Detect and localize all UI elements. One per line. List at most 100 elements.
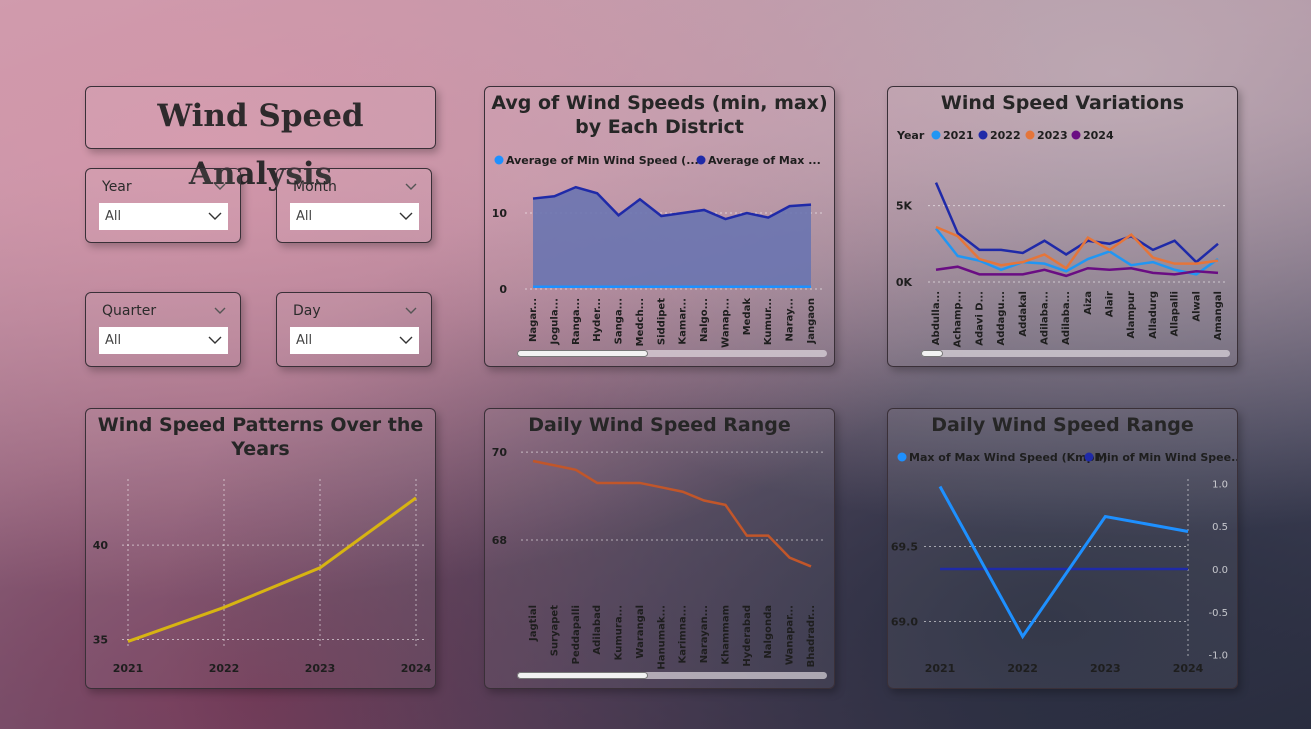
x-tick-label: Wanapar...: [785, 605, 796, 665]
scrollbar-thumb[interactable]: [921, 350, 943, 357]
y-tick-label: 35: [93, 634, 108, 647]
y-tick-label: 0K: [896, 276, 913, 289]
x-tick-label: Jangaon: [806, 298, 817, 344]
legend-label: Average of Min Wind Speed (...: [506, 154, 699, 167]
x-tick-label: Wanap...: [720, 298, 731, 348]
dashboard-title: Wind Speed Analysis: [157, 98, 364, 192]
chart-daily-range-years[interactable]: Daily Wind Speed Range Max of Max Wind S…: [887, 408, 1238, 689]
chevron-down-icon[interactable]: [208, 211, 222, 221]
chart-daily-range-districts[interactable]: Daily Wind Speed Range 68 70 Jagtial Suryap…: [484, 408, 835, 689]
slicer-month[interactable]: Month All: [276, 168, 432, 243]
x-tick-label: 2024: [401, 662, 432, 675]
chart-avg-wind-speeds[interactable]: Avg of Wind Speeds (min, max) by Each Di…: [484, 86, 835, 367]
slicer-quarter[interactable]: Quarter All: [85, 292, 241, 367]
chart-patterns-years[interactable]: Wind Speed Patterns Over the Years 35 40 2…: [85, 408, 436, 689]
x-tick-label: Nagar...: [528, 298, 539, 342]
x-tick-label: Adilaba...: [1061, 291, 1072, 345]
legend-marker: [1025, 130, 1035, 140]
x-tick-label: Medak: [742, 298, 753, 336]
chevron-down-icon[interactable]: [214, 181, 226, 193]
max-series-area: [533, 187, 811, 287]
max-series-line: [938, 485, 1189, 640]
x-tick-label: Medch...: [635, 298, 646, 346]
x-tick-label: Adilabad: [592, 605, 603, 655]
slicer-day[interactable]: Day All: [276, 292, 432, 367]
legend-marker: [978, 130, 988, 140]
scrollbar[interactable]: [921, 350, 1230, 357]
x-tick-label: Nalgonda: [763, 605, 774, 659]
x-tick-label: Suryapet: [549, 605, 560, 656]
x-tick-label: 2022: [209, 662, 240, 675]
x-tick-label: Kamar...: [678, 298, 689, 345]
slicer-month-dropdown[interactable]: All: [290, 203, 419, 230]
slicer-day-value: All: [296, 333, 313, 348]
x-tick-label: Khammam: [720, 605, 731, 665]
y2-tick-label: 0.5: [1212, 522, 1228, 533]
x-tick-label: 2021: [925, 662, 956, 675]
x-tick-label: Aiza: [1083, 291, 1094, 315]
x-tick-label: Sanga...: [614, 298, 625, 344]
legend-label: Average of Max ...: [708, 154, 821, 167]
x-tick-label: Alair: [1105, 291, 1116, 317]
y2-tick-label: -1.0: [1208, 651, 1228, 662]
y2-tick-label: 0.0: [1212, 565, 1228, 576]
pattern-line: [127, 496, 417, 643]
scrollbar[interactable]: [517, 672, 827, 679]
scrollbar-thumb[interactable]: [517, 350, 648, 357]
chevron-down-icon[interactable]: [405, 181, 417, 193]
chart-wind-variations[interactable]: Wind Speed Variations Year 2021 2022 2023 20…: [887, 86, 1238, 367]
x-tick-label: Hyder...: [592, 298, 603, 342]
legend-marker: [696, 155, 706, 165]
slicer-year-label: Year: [102, 179, 132, 195]
range-line: [532, 459, 812, 568]
chart-title: Wind Speed Variations: [940, 92, 1185, 114]
chevron-down-icon[interactable]: [405, 305, 417, 317]
legend-marker: [1071, 130, 1081, 140]
y-tick-label: 70: [492, 446, 508, 459]
legend-label: 2021: [943, 129, 974, 142]
variations-chart-svg: Year 2021 2022 2023 2024 0K 5K Abdulla... Achamp…: [896, 129, 1228, 348]
x-tick-label: Kumur...: [763, 298, 774, 345]
legend-label: 2024: [1083, 129, 1114, 142]
x-tick-label: Jogula...: [549, 298, 560, 345]
x-tick-label: Warangal: [635, 605, 646, 659]
y-tick-label: 68: [492, 534, 507, 547]
x-tick-label: Addagu...: [996, 291, 1007, 345]
slicer-year-value: All: [105, 209, 122, 224]
x-tick-label: Narayan...: [699, 605, 710, 663]
series-line-2024: [935, 265, 1219, 278]
series-line-2023: [935, 225, 1219, 270]
chevron-down-icon[interactable]: [399, 211, 413, 221]
slicer-year-dropdown[interactable]: All: [99, 203, 228, 230]
x-tick-label: Kumura...: [614, 605, 625, 660]
daily-range-years-svg: Max of Max Wind Speed (Kmph)Min of Min W…: [891, 451, 1237, 675]
chevron-down-icon[interactable]: [399, 335, 413, 345]
chart-title: Avg of Wind Speeds (min, max) by Each Di…: [491, 92, 828, 138]
x-tick-label: 2023: [1090, 662, 1121, 675]
x-tick-label: 2021: [113, 662, 144, 675]
slicer-day-label: Day: [293, 303, 321, 319]
chevron-down-icon[interactable]: [208, 335, 222, 345]
scrollbar-thumb[interactable]: [517, 672, 648, 679]
x-tick-label: 2024: [1173, 662, 1204, 675]
y-tick-label: 69.0: [891, 616, 918, 629]
slicer-year[interactable]: Year All: [85, 168, 241, 243]
slicer-day-dropdown[interactable]: All: [290, 327, 419, 354]
x-tick-label: Ranga...: [571, 298, 582, 345]
legend-label: Min of Min Wind Spee...: [1096, 451, 1237, 464]
chevron-down-icon[interactable]: [214, 305, 226, 317]
legend-marker: [931, 130, 941, 140]
x-tick-label: Hyderabad: [742, 605, 753, 667]
y-tick-label: 40: [93, 539, 109, 552]
slicer-quarter-dropdown[interactable]: All: [99, 327, 228, 354]
x-tick-label: Bhadradr...: [806, 605, 817, 667]
x-tick-label: Allapalli: [1170, 291, 1181, 337]
x-tick-label: Addakal: [1018, 291, 1029, 337]
legend-marker: [1084, 452, 1094, 462]
chart-title: Daily Wind Speed Range: [931, 414, 1194, 436]
x-tick-label: Adavi D...: [974, 291, 985, 346]
x-tick-label: Naray...: [785, 298, 796, 342]
chart-title: Wind Speed Patterns Over the Years: [97, 414, 424, 460]
scrollbar[interactable]: [517, 350, 827, 357]
slicer-month-value: All: [296, 209, 313, 224]
